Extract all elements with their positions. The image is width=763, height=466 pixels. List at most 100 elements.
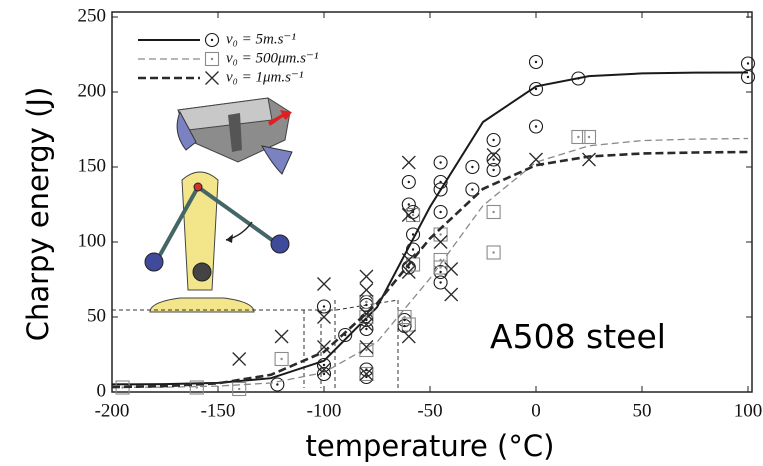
data-point: [317, 277, 331, 291]
data-point: [274, 329, 289, 344]
data-point: [270, 377, 285, 392]
legend-marker: [205, 71, 219, 85]
marker-dot: [492, 168, 495, 172]
marker-box: [405, 207, 421, 223]
marker-cross: [317, 310, 331, 324]
data-point: [401, 329, 416, 344]
data-point: [359, 294, 374, 310]
marker-dot: [210, 38, 214, 42]
data-point: [401, 155, 416, 170]
data-point: [405, 207, 421, 223]
y-tick-label: 0: [97, 380, 107, 401]
marker-dot: [407, 323, 410, 326]
data-point: [528, 81, 544, 97]
legend-label: v₀ = 1μm.s⁻¹: [226, 69, 304, 85]
data-point: [486, 148, 501, 162]
marker-dot: [471, 165, 474, 169]
y-tick-label: 200: [78, 80, 107, 101]
x-tick-label: -200: [95, 400, 130, 421]
marker-dot: [492, 138, 495, 142]
data-point: [433, 235, 448, 249]
marker-dot: [471, 188, 474, 191]
marker-dot: [365, 303, 368, 307]
data-point: [232, 381, 247, 397]
marker-dot: [411, 213, 415, 217]
marker-dot: [534, 60, 538, 64]
marker-box: [581, 129, 597, 145]
marker-box: [359, 342, 374, 358]
marker-dot: [492, 210, 495, 214]
marker-ring: [204, 32, 220, 48]
marker-box: [401, 317, 416, 332]
marker-ring: [433, 182, 448, 197]
data-point: [317, 362, 331, 377]
data-point: [740, 69, 756, 85]
marker-cross: [401, 265, 416, 279]
marker-ring: [433, 275, 448, 290]
marker-cross: [359, 283, 374, 297]
marker-dot: [365, 300, 368, 304]
marker-dot: [403, 324, 406, 328]
data-point: [401, 317, 416, 332]
marker-dot: [365, 315, 368, 319]
marker-ring: [433, 204, 448, 220]
marker-dot: [322, 305, 326, 308]
marker-ring: [316, 366, 332, 382]
marker-ring: [401, 174, 416, 190]
marker-dot: [407, 180, 410, 184]
x-tick-label: -50: [417, 400, 442, 421]
marker-dot: [411, 248, 415, 251]
marker-box: [204, 51, 220, 67]
marker-ring: [528, 119, 544, 134]
marker-dot: [407, 203, 410, 206]
data-point: [571, 129, 586, 145]
marker-cross: [232, 352, 247, 366]
marker-dot: [280, 357, 283, 361]
data-point: [401, 174, 416, 190]
x-axis-label: temperature (°C): [306, 429, 555, 463]
marker-ring: [401, 197, 416, 212]
x-tick-label: 50: [633, 400, 652, 421]
marker-box: [189, 380, 204, 395]
marker-box: [397, 309, 412, 325]
data-point: [359, 367, 374, 381]
marker-dot: [195, 386, 198, 389]
data-point: [359, 309, 374, 325]
marker-dot: [322, 372, 326, 376]
data-point: [486, 132, 501, 148]
marker-cross: [359, 340, 374, 354]
marker-ring: [740, 69, 756, 85]
data-point: [444, 262, 459, 276]
data-point: [316, 357, 332, 373]
marker-dot: [276, 383, 279, 386]
marker-ring: [486, 132, 501, 148]
fit-curve: [111, 137, 749, 389]
marker-dot: [365, 327, 368, 331]
marker-ring: [433, 155, 448, 170]
marker-cross: [401, 155, 416, 170]
marker-cross: [444, 287, 459, 302]
fit-curve: [111, 71, 749, 386]
x-tick-label: -150: [201, 400, 236, 421]
marker-cross: [359, 269, 374, 284]
marker-cross: [401, 329, 416, 344]
marker-box: [571, 129, 586, 145]
data-point: [528, 119, 544, 134]
marker-ring: [359, 321, 374, 337]
data-point: [232, 352, 247, 366]
marker-box: [274, 351, 289, 367]
marker-box: [232, 381, 247, 397]
marker-ring: [338, 327, 353, 343]
data-point: [359, 340, 374, 354]
y-tick-label: 100: [78, 230, 107, 251]
y-axis-label: Charpy energy (J): [21, 87, 55, 342]
marker-ring: [528, 54, 544, 70]
data-point: [401, 208, 416, 222]
data-point: [359, 321, 374, 337]
data-point: [401, 197, 416, 212]
marker-cross: [401, 208, 416, 222]
marker-cross: [486, 148, 501, 162]
data-point: [528, 54, 544, 70]
